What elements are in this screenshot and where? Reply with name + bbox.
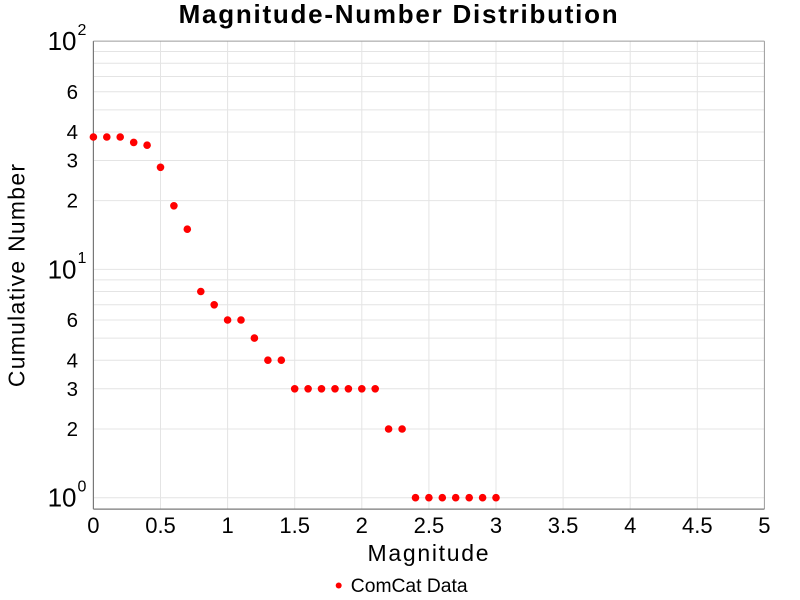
svg-text:6: 6 — [67, 81, 78, 104]
svg-text:Magnitude: Magnitude — [368, 540, 491, 566]
svg-text:2: 2 — [67, 418, 78, 441]
svg-text:2: 2 — [356, 513, 368, 538]
svg-text:Cumulative Number: Cumulative Number — [4, 163, 30, 387]
svg-text:0: 0 — [87, 513, 99, 538]
svg-text:6: 6 — [67, 309, 78, 332]
svg-text:3: 3 — [67, 378, 78, 401]
svg-text:4: 4 — [67, 349, 78, 372]
svg-text:1: 1 — [221, 513, 233, 538]
svg-text:2: 2 — [67, 190, 78, 213]
svg-text:4: 4 — [624, 513, 636, 538]
svg-text:10: 10 — [48, 254, 77, 284]
svg-text:Magnitude-Number Distribution: Magnitude-Number Distribution — [179, 0, 620, 29]
svg-text:2: 2 — [78, 22, 87, 39]
svg-text:3: 3 — [67, 150, 78, 173]
svg-text:4: 4 — [67, 121, 78, 144]
svg-text:1.5: 1.5 — [279, 513, 310, 538]
svg-text:1: 1 — [78, 250, 87, 267]
svg-text:5: 5 — [758, 513, 770, 538]
svg-text:0: 0 — [78, 478, 87, 495]
svg-text:0.5: 0.5 — [145, 513, 176, 538]
svg-text:10: 10 — [48, 26, 77, 56]
svg-text:3: 3 — [490, 513, 502, 538]
svg-text:10: 10 — [48, 483, 77, 513]
svg-text:2.5: 2.5 — [414, 513, 445, 538]
svg-text:3.5: 3.5 — [548, 513, 579, 538]
svg-text:4.5: 4.5 — [682, 513, 713, 538]
svg-text:ComCat Data: ComCat Data — [351, 576, 468, 597]
